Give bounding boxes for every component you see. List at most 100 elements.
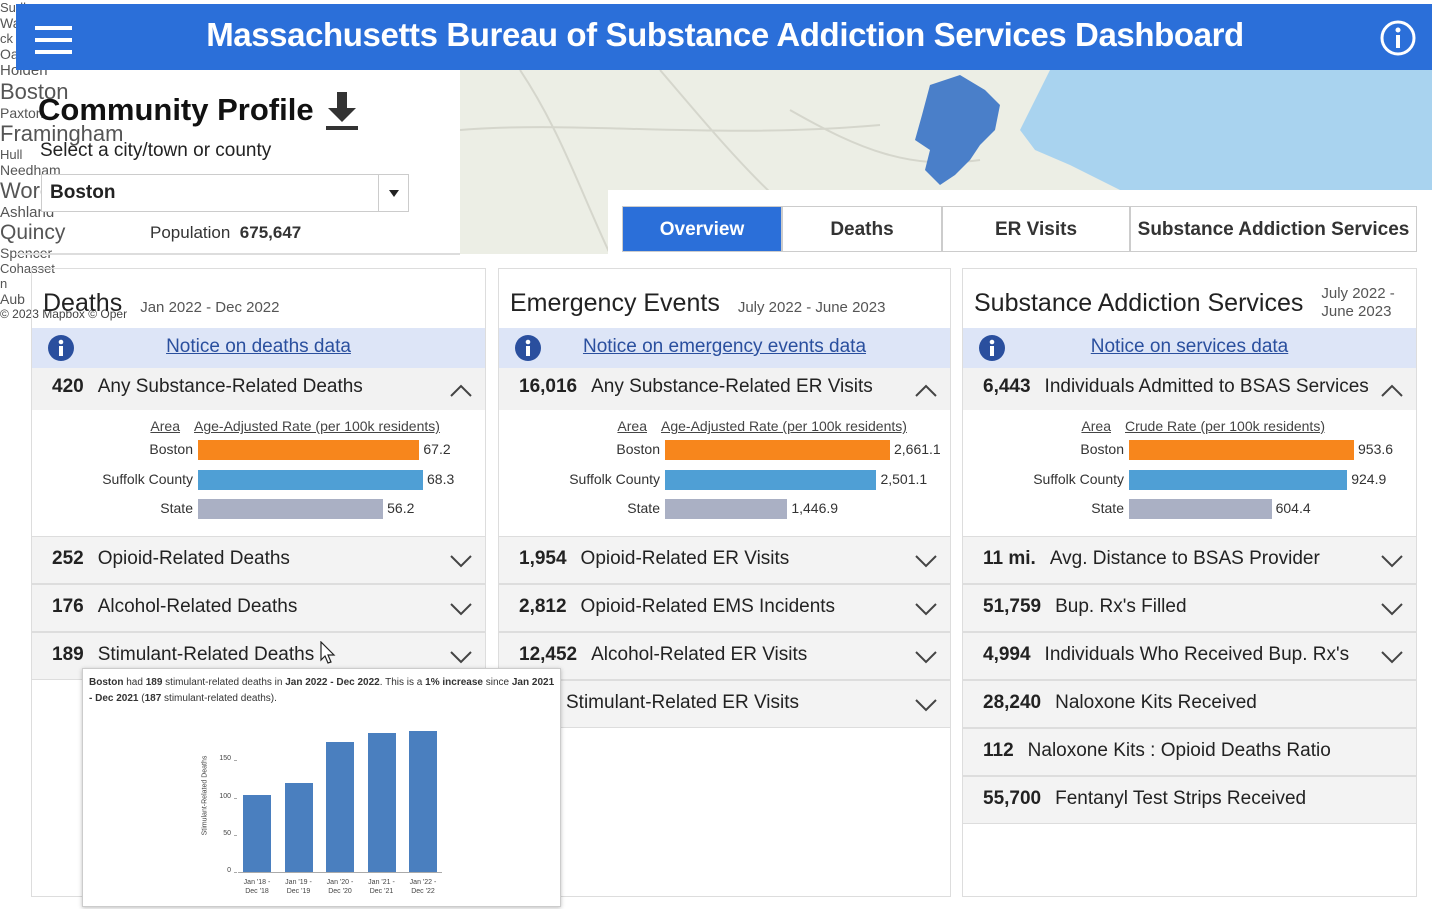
item-label: Bup. Rx's Filled — [1055, 596, 1187, 617]
item-text: 189 Stimulant-Related Deaths — [52, 644, 314, 666]
panel-content: Substance Addiction Services July 2022 - … — [962, 268, 1417, 897]
panel-content: Emergency Events July 2022 - June 2023 Not… — [498, 268, 951, 897]
item-value: 16,016 — [519, 376, 578, 397]
notice-link[interactable]: Notice on services data — [1090, 336, 1289, 357]
item-row: 252 Opioid-Related Deaths — [32, 536, 485, 584]
item-row: 16,016 Any Substance-Related ER Visits — [499, 368, 950, 410]
notice-row: Notice on emergency events data — [499, 328, 950, 368]
expand-icon[interactable] — [914, 698, 938, 712]
menu-icon[interactable] — [30, 20, 80, 60]
collapse-icon[interactable] — [449, 384, 473, 398]
bar — [665, 499, 788, 519]
notice-link[interactable]: Notice on deaths data — [166, 336, 351, 357]
x-tick-label: Jan '20 - Dec '20 — [326, 879, 354, 895]
expand-icon[interactable] — [449, 602, 473, 616]
area-label: Suffolk County — [569, 471, 660, 487]
item-row: 6,443 Individuals Admitted to BSAS Servic… — [963, 368, 1416, 410]
map-label: ck — [0, 31, 13, 46]
tab[interactable]: Overview — [622, 206, 782, 252]
bar — [1129, 499, 1272, 519]
panel-title: Emergency Events — [510, 288, 720, 317]
item-text: 420 Any Substance-Related Deaths — [52, 376, 363, 398]
info-icon[interactable] — [1378, 18, 1418, 58]
item-row: 420 Any Substance-Related Deaths — [32, 368, 485, 410]
item-value: 12,452 — [519, 644, 578, 665]
tooltip-text: Boston had 189 stimulant-related deaths … — [89, 675, 555, 707]
expand-icon[interactable] — [1380, 650, 1404, 664]
bar — [198, 440, 420, 460]
collapse-icon[interactable] — [914, 384, 938, 398]
item-value: 4,994 — [983, 644, 1031, 665]
notice-link[interactable]: Notice on emergency events data — [582, 336, 867, 357]
profile-prompt: Select a city/town or county — [40, 140, 272, 161]
y-tick-label: 100 — [219, 792, 231, 800]
item-row: 112 Naloxone Kits : Opioid Deaths Ratio — [963, 728, 1416, 776]
map-label: Ashland — [0, 204, 55, 221]
dropdown-value: Boston — [50, 182, 116, 203]
expand-icon[interactable] — [914, 602, 938, 616]
y-axis-label: Stimulant-Related Deaths — [201, 755, 209, 835]
area-label: Suffolk County — [1033, 471, 1124, 487]
item-value: 252 — [52, 548, 84, 569]
profile-title: Community Profile — [38, 92, 314, 127]
bar — [243, 794, 271, 872]
expand-icon[interactable] — [1380, 602, 1404, 616]
expand-icon[interactable] — [449, 554, 473, 568]
download-icon[interactable] — [322, 90, 362, 134]
bar-value-label: 953.6 — [1358, 441, 1394, 457]
tooltip-text-segment: Jan 2021 - Dec 2021 — [89, 677, 555, 704]
item-row: 55,700 Fentanyl Test Strips Received — [963, 776, 1416, 824]
item-label: Alcohol-Related Deaths — [97, 596, 298, 617]
item-label: Any Substance-Related ER Visits — [591, 376, 873, 397]
bar-value-label: 2,661.1 — [894, 441, 941, 457]
panel-period: July 2022 - June 2023 — [1321, 285, 1395, 320]
item-label: Stimulant-Related ER Visits — [566, 692, 800, 713]
x-axis — [238, 872, 442, 873]
bar — [367, 732, 396, 872]
tooltip-text-segment: had — [123, 677, 146, 688]
collapse-icon[interactable] — [1380, 384, 1404, 398]
bar — [198, 499, 384, 519]
area-header: Area — [1081, 418, 1111, 434]
item-text: 11 mi. Avg. Distance to BSAS Provider — [983, 548, 1320, 570]
item-label: Individuals Who Received Bup. Rx's — [1044, 644, 1350, 665]
item-row: 1,954 Opioid-Related ER Visits — [499, 536, 950, 584]
tooltip-text-segment: ( — [138, 693, 145, 704]
map-label: Hull — [0, 147, 23, 162]
item-text: 112 Naloxone Kits : Opioid Deaths Ratio — [983, 740, 1331, 762]
expand-icon[interactable] — [449, 650, 473, 664]
dropdown[interactable]: Boston — [41, 174, 409, 212]
item-value: 6,443 — [983, 376, 1031, 397]
y-tick — [234, 834, 237, 836]
item-value: 176 — [52, 596, 84, 617]
expand-icon[interactable] — [1380, 554, 1404, 568]
bar — [1129, 440, 1354, 460]
map-label: Aub — [0, 291, 25, 307]
expand-icon[interactable] — [914, 554, 938, 568]
item-row: 51,759 Bup. Rx's Filled — [963, 584, 1416, 632]
item-text: 51,759 Bup. Rx's Filled — [983, 596, 1187, 618]
y-tick — [234, 872, 237, 873]
item-value: 2,812 — [519, 596, 567, 617]
area-label: State — [160, 500, 193, 516]
expand-icon[interactable] — [914, 650, 938, 664]
dropdown-divider — [378, 175, 379, 211]
map-label: Framingham — [0, 121, 124, 146]
y-tick-label: 50 — [223, 829, 231, 837]
tab[interactable]: Deaths — [782, 206, 942, 252]
y-tick — [234, 797, 237, 799]
area-header: Area — [617, 418, 647, 434]
bar — [1129, 470, 1348, 490]
services-panel — [962, 268, 1417, 897]
bar — [198, 470, 423, 490]
x-tick-label: Jan '21 - Dec '21 — [368, 879, 395, 895]
item-label: Alcohol-Related ER Visits — [591, 644, 808, 665]
rate-chart: Area Age-Adjusted Rate (per 100k resident… — [31, 410, 486, 535]
x-tick-label: Jan '18 - Dec '18 — [243, 879, 271, 895]
tab[interactable]: Substance Addiction Services — [1130, 206, 1417, 252]
rate-header: Age-Adjusted Rate (per 100k residents) — [661, 418, 907, 434]
tab[interactable]: ER Visits — [942, 206, 1130, 252]
tooltip-text-segment: Jan 2022 - Dec 2022 — [285, 677, 380, 688]
panel-header: Substance Addiction Services July 2022 - … — [974, 280, 1401, 326]
